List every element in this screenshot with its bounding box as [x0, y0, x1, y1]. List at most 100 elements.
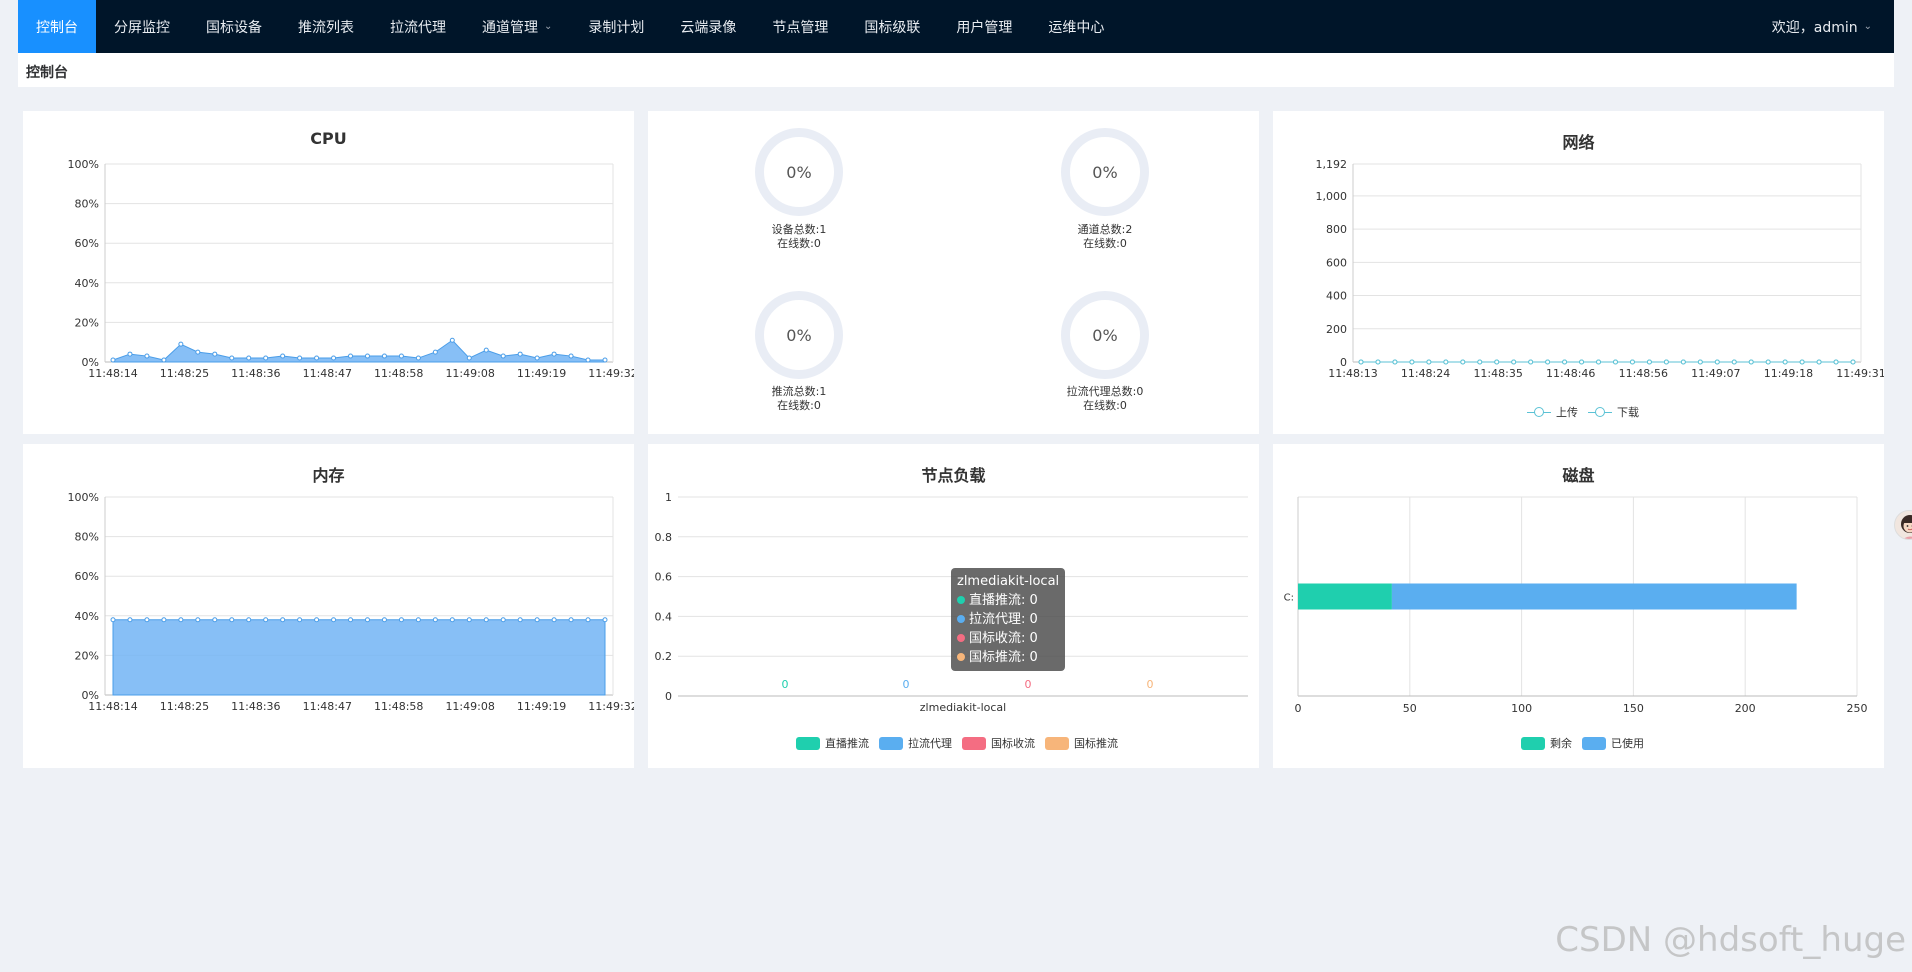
legend-pull-proxy[interactable]: 拉流代理	[879, 735, 952, 751]
nav-item-channel-manage[interactable]: 通道管理 ⌄	[464, 0, 570, 53]
nav-item-cloud-record[interactable]: 云端录像	[662, 0, 754, 53]
nav-item-record-plan[interactable]: 录制计划	[570, 0, 662, 53]
node-load-legend: 直播推流 拉流代理 国标收流 国标推流	[796, 735, 1128, 751]
network-point	[1816, 359, 1822, 365]
gauge-value: 0%	[1092, 162, 1118, 182]
cpu-y-tick-label: 20%	[75, 316, 99, 329]
cpu-point	[178, 341, 184, 347]
memory-point	[517, 617, 523, 623]
node-load-y-tick-label: 0.8	[655, 531, 673, 544]
node-load-x-tick-label: zlmediakit-local	[920, 701, 1006, 714]
cpu-area	[112, 339, 606, 363]
nav-item-user-manage[interactable]: 用户管理	[938, 0, 1030, 53]
memory-y-tick-label: 40%	[75, 610, 99, 623]
push-gauge-label: 推流总数:1 在线数:0	[699, 385, 899, 413]
memory-x-tick-label: 11:48:14	[88, 700, 137, 713]
network-point	[1612, 359, 1618, 365]
network-point	[1799, 359, 1805, 365]
push-gauge: 0%	[755, 291, 843, 379]
top-navbar: 控制台 分屏监控 国标设备 推流列表 拉流代理 通道管理 ⌄ 录制计划 云端录像 …	[18, 0, 1894, 53]
legend-label: 上传	[1556, 406, 1578, 419]
nav-label: 通道管理	[482, 19, 538, 36]
disk-chart: 0 50 100 150 200 250 C:	[1284, 496, 1868, 715]
nav-item-split-monitor[interactable]: 分屏监控	[96, 0, 188, 53]
node-load-y-tick-label: 1	[665, 491, 672, 504]
nav-label: 云端录像	[680, 19, 737, 36]
cpu-x-tick-label: 11:48:58	[374, 367, 423, 380]
memory-area	[112, 619, 606, 696]
dot-icon	[957, 596, 965, 604]
gauge-total: 通道总数:2	[1077, 223, 1133, 236]
gauge-total: 设备总数:1	[771, 223, 827, 236]
network-y-tick-label: 0	[1340, 356, 1347, 369]
chevron-down-icon: ⌄	[544, 21, 553, 32]
network-x-tick-label: 11:48:46	[1546, 367, 1595, 380]
disk-x-tick-label: 150	[1623, 702, 1644, 715]
gauge-total: 推流总数:1	[771, 385, 827, 398]
memory-point	[348, 617, 354, 623]
cpu-point	[517, 351, 523, 357]
cpu-point	[500, 353, 506, 359]
cpu-chart-title: CPU	[310, 129, 347, 148]
node-tooltip: zlmediakit-local 直播推流: 0 拉流代理: 0 国标收流: 0…	[951, 568, 1066, 671]
cpu-point	[483, 347, 489, 353]
network-x-tick-label: 11:48:35	[1473, 367, 1522, 380]
tooltip-row: 直播推流: 0	[957, 591, 1059, 610]
tooltip-title: zlmediakit-local	[957, 574, 1060, 589]
node-load-data-label: 0	[1147, 678, 1154, 691]
proxy-gauge: 0%	[1061, 291, 1149, 379]
nav-item-push-list[interactable]: 推流列表	[280, 0, 372, 53]
network-point	[1748, 359, 1754, 365]
network-point	[1460, 359, 1466, 365]
legend-free[interactable]: 剩余	[1521, 735, 1572, 751]
nav-label: 拉流代理	[390, 19, 446, 36]
legend-label: 下载	[1617, 406, 1639, 419]
watermark: CSDN @hdsoft_huge	[1555, 920, 1906, 960]
nav-item-node-manage[interactable]: 节点管理	[754, 0, 846, 53]
legend-gb-receive[interactable]: 国标收流	[962, 735, 1035, 751]
disk-bar-segment	[1391, 583, 1797, 610]
legend-gb-push[interactable]: 国标推流	[1045, 735, 1118, 751]
legend-used[interactable]: 已使用	[1582, 735, 1644, 751]
network-x-tick-label: 11:49:18	[1764, 367, 1813, 380]
network-panel: 网络 0 200 400 600 800 1,000 1,192 11:48:13 11:48:…	[1273, 111, 1884, 434]
memory-chart-title: 内存	[312, 466, 345, 485]
memory-point	[483, 617, 489, 623]
legend-live-push[interactable]: 直播推流	[796, 735, 869, 751]
nav-label: 国标级联	[864, 19, 921, 36]
nav-label: 控制台	[36, 19, 78, 36]
cpu-y-tick-label: 60%	[75, 237, 99, 250]
node-load-y-tick-label: 0.2	[655, 650, 673, 663]
nav-item-gb-cascade[interactable]: 国标级联	[846, 0, 938, 53]
legend-download[interactable]: 下载	[1588, 404, 1639, 420]
tooltip-row: 国标收流: 0	[957, 629, 1059, 648]
legend-swatch	[796, 736, 820, 750]
cpu-point	[314, 355, 320, 361]
legend-label: 已使用	[1611, 737, 1644, 750]
node-load-y-tick-label: 0.6	[655, 571, 673, 584]
network-point	[1579, 359, 1585, 365]
cpu-point	[432, 349, 438, 355]
nav-item-gb-devices[interactable]: 国标设备	[188, 0, 280, 53]
node-load-y-tick-label: 0	[665, 690, 672, 703]
memory-point	[398, 617, 404, 623]
nav-item-dashboard[interactable]: 控制台	[18, 0, 96, 53]
cpu-point	[381, 353, 387, 359]
stats-gauge-panel: 0% 设备总数:1 在线数:0 0% 通道总数:2 在线数:0 0% 推流总数:1 在…	[648, 111, 1259, 434]
nav-item-pull-proxy[interactable]: 拉流代理	[372, 0, 464, 53]
network-point	[1782, 359, 1788, 365]
disk-x-tick-label: 50	[1403, 702, 1417, 715]
memory-point	[246, 617, 252, 623]
cpu-chart: 0% 20% 40% 60% 80% 100% 11:48:14 11:48:25 11:48:…	[68, 158, 634, 380]
user-menu[interactable]: 欢迎，admin ⌄	[1750, 0, 1894, 53]
tooltip-row-text: 国标收流: 0	[969, 631, 1038, 646]
cpu-y-tick-label: 0%	[82, 356, 99, 369]
memory-panel: 内存 0% 20% 40% 60% 80% 100% 11:48:14 11:48:25 11:…	[23, 444, 634, 768]
cpu-point	[195, 349, 201, 355]
assistant-avatar-icon[interactable]	[1894, 510, 1912, 540]
memory-x-tick-label: 11:48:36	[231, 700, 280, 713]
cpu-x-tick-label: 11:49:08	[445, 367, 494, 380]
nav-item-ops-center[interactable]: 运维中心	[1030, 0, 1122, 53]
channel-gauge-label: 通道总数:2 在线数:0	[1005, 223, 1205, 251]
legend-upload[interactable]: 上传	[1527, 404, 1578, 420]
